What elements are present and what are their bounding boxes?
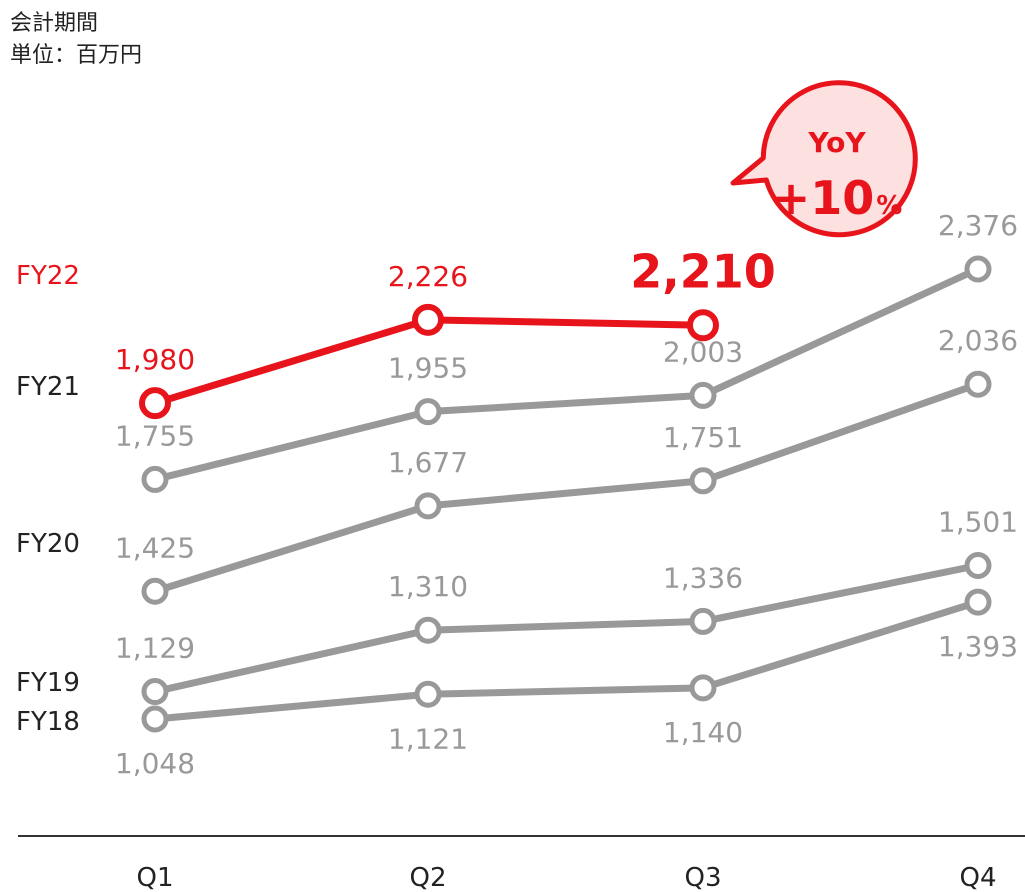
series-name-fy20: FY20 — [16, 529, 80, 559]
series-name-fy22: FY22 — [16, 261, 80, 291]
data-label-fy21-q2: 1,955 — [388, 352, 468, 385]
data-point-fy20-q3 — [689, 467, 717, 495]
data-point-fy21-q1 — [141, 465, 169, 493]
yoy-callout: YoY +10% — [730, 80, 918, 238]
data-label-fy19-q1: 1,129 — [115, 632, 195, 665]
data-point-fy19-q4 — [964, 551, 992, 579]
data-labels: 1,048 1,121 1,140 1,393 1,129 1,310 1,336 1,501… — [115, 209, 1018, 780]
data-point-fy21-q3 — [689, 381, 717, 409]
data-point-fy19-q3 — [689, 607, 717, 635]
series-lines — [151, 265, 982, 723]
series-line-fy21 — [151, 265, 982, 483]
data-point-fy21-q2 — [414, 398, 442, 426]
series-points — [139, 255, 992, 733]
x-tick-label-q1: Q1 — [136, 863, 173, 892]
data-label-fy18-q2: 1,121 — [388, 722, 468, 755]
yoy-callout-title: YoY — [807, 126, 866, 159]
unit-label: 単位：百万円 — [10, 43, 142, 68]
data-point-fy22-q1 — [139, 387, 171, 420]
data-point-fy22-q2 — [412, 303, 444, 336]
data-label-fy19-q2: 1,310 — [388, 570, 468, 603]
series-name-fy21: FY21 — [16, 372, 80, 402]
data-label-fy22-q3: 2,210 — [630, 244, 776, 298]
data-label-fy18-q1: 1,048 — [115, 747, 195, 780]
yoy-callout-value: +10% — [772, 171, 903, 225]
data-point-fy18-q4 — [964, 588, 992, 616]
data-label-fy19-q4: 1,501 — [938, 505, 1018, 538]
period-label: 会計期間 — [10, 11, 98, 36]
data-label-fy18-q4: 1,393 — [938, 630, 1018, 663]
data-label-fy22-q2: 2,226 — [388, 260, 468, 293]
data-label-fy19-q3: 1,336 — [663, 561, 743, 594]
x-tick-label-q2: Q2 — [409, 863, 446, 892]
data-label-fy21-q3: 2,003 — [663, 335, 743, 368]
data-label-fy21-q4: 2,376 — [938, 209, 1018, 242]
x-axis-ticks: Q1 Q2 Q3 Q4 — [136, 863, 996, 892]
series-name-fy19: FY19 — [16, 668, 80, 698]
data-point-fy22-q3 — [687, 309, 719, 342]
data-label-fy20-q3: 1,751 — [663, 421, 743, 454]
data-point-fy20-q2 — [414, 492, 442, 520]
data-label-fy18-q3: 1,140 — [663, 716, 743, 749]
x-tick-label-q3: Q3 — [684, 863, 721, 892]
data-label-fy20-q4: 2,036 — [938, 324, 1018, 357]
data-point-fy19-q1 — [141, 678, 169, 706]
data-point-fy18-q2 — [414, 680, 442, 708]
data-label-fy20-q1: 1,425 — [115, 531, 195, 564]
yoy-callout-bubble — [730, 80, 918, 238]
data-point-fy19-q2 — [414, 616, 442, 644]
data-label-fy20-q2: 1,677 — [388, 446, 468, 479]
series-line-fy18 — [151, 598, 982, 723]
series-line-fy20 — [151, 380, 982, 595]
data-point-fy18-q3 — [689, 674, 717, 702]
data-label-fy22-q1: 1,980 — [115, 343, 195, 376]
data-point-fy20-q1 — [141, 577, 169, 605]
series-name-fy18: FY18 — [16, 707, 80, 737]
data-point-fy20-q4 — [964, 370, 992, 398]
data-point-fy21-q4 — [964, 255, 992, 283]
data-label-fy21-q1: 1,755 — [115, 419, 195, 452]
x-tick-label-q4: Q4 — [959, 863, 996, 892]
series-name-labels: FY18 FY19 FY20 FY21 FY22 — [16, 261, 80, 737]
data-point-fy18-q1 — [141, 705, 169, 733]
series-line-fy19 — [151, 561, 982, 696]
